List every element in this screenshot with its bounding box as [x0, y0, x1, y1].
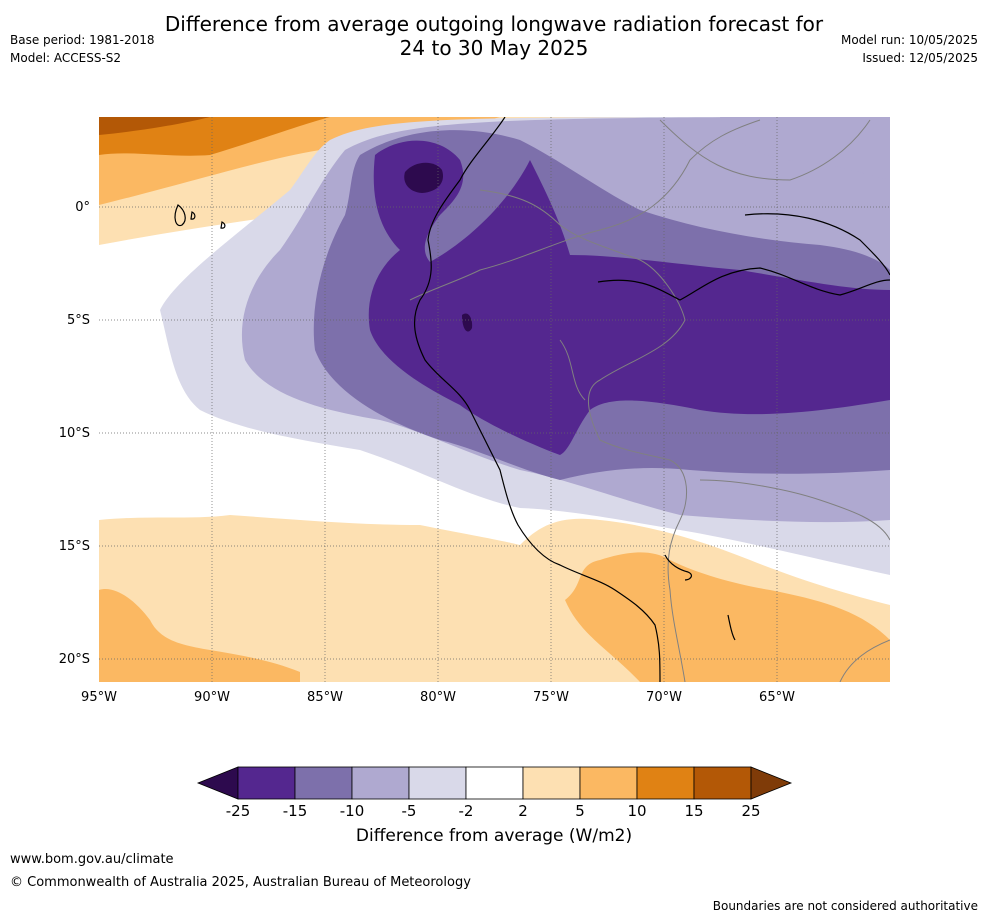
colorbar-swatch	[522, 766, 581, 800]
colorbar-tick-label: -25	[226, 802, 251, 820]
colorbar-extend-low	[196, 766, 239, 800]
issued-date: Issued: 12/05/2025	[862, 51, 978, 65]
colorbar-tick-label: -5	[402, 802, 417, 820]
lon-label: 80°W	[420, 690, 456, 705]
contour-5-10-south-east	[565, 552, 890, 682]
colorbar-swatch	[294, 766, 353, 800]
lat-label: 5°S	[67, 313, 90, 328]
lon-label: 90°W	[194, 690, 230, 705]
model-name: Model: ACCESS-S2	[10, 51, 122, 65]
base-period: Base period: 1981-2018	[10, 33, 155, 47]
lon-label: 75°W	[533, 690, 569, 705]
website-link[interactable]: www.bom.gov.au/climate	[10, 852, 174, 867]
colorbar-swatch	[579, 766, 638, 800]
contour-neg-25	[404, 162, 444, 193]
model-run: Model run: 10/05/2025	[840, 33, 978, 47]
colorbar-tick-label: 15	[684, 802, 703, 820]
colorbar	[196, 766, 793, 800]
lat-label: 0°	[75, 200, 90, 215]
meta-left: Base period: 1981-2018 Model: ACCESS-S2	[10, 31, 155, 67]
colorbar-label: Difference from average (W/m2)	[355, 826, 633, 846]
disclaimer-text: Boundaries are not considered authoritat…	[712, 899, 978, 913]
lon-label: 85°W	[307, 690, 343, 705]
contour-15-25-north	[99, 117, 210, 135]
latitude-labels: 0° 5°S 10°S 15°S 20°S	[59, 200, 90, 667]
colorbar-swatch	[237, 766, 296, 800]
colorbar-tick-label: -10	[340, 802, 365, 820]
colorbar-swatch	[693, 766, 752, 800]
colorbar-tick-label: 25	[741, 802, 760, 820]
gridlines	[99, 117, 890, 682]
lon-label: 95°W	[81, 690, 117, 705]
meta-right: Model run: 10/05/2025 Issued: 12/05/2025	[841, 31, 978, 67]
lat-label: 20°S	[59, 652, 90, 667]
colorbar-tick-label: 10	[627, 802, 646, 820]
copyright-text: © Commonwealth of Australia 2025, Austra…	[10, 875, 471, 890]
lat-label: 10°S	[59, 426, 90, 441]
lon-label: 70°W	[646, 690, 682, 705]
lon-label: 65°W	[759, 690, 795, 705]
chart-title: Difference from average outgoing longwav…	[0, 12, 988, 60]
contour-fill	[99, 117, 890, 682]
colorbar-swatch	[465, 766, 524, 800]
colorbar-extend-high	[750, 766, 793, 800]
title-line-2: 24 to 30 May 2025	[399, 36, 589, 60]
contour-neg-15	[368, 140, 890, 455]
coastline	[174, 117, 890, 682]
colorbar-tick-label: 5	[575, 802, 585, 820]
colorbar-swatch	[351, 766, 410, 800]
longitude-labels: 95°W 90°W 85°W 80°W 75°W 70°W 65°W	[81, 690, 795, 705]
contour-neg-15-small	[462, 313, 473, 332]
country-borders	[409, 119, 890, 682]
colorbar-swatch	[408, 766, 467, 800]
colorbar-tick-label: -15	[283, 802, 308, 820]
lat-label: 15°S	[59, 539, 90, 554]
contour-neg-10-east	[720, 117, 890, 180]
colorbar-swatch	[636, 766, 695, 800]
colorbar-tick-label: 2	[518, 802, 528, 820]
colorbar-tick-label: -2	[459, 802, 474, 820]
colorbar-ticks: -25 -15 -10 -5 -2 2 5 10 15 25	[226, 802, 761, 820]
title-line-1: Difference from average outgoing longwav…	[164, 12, 824, 36]
